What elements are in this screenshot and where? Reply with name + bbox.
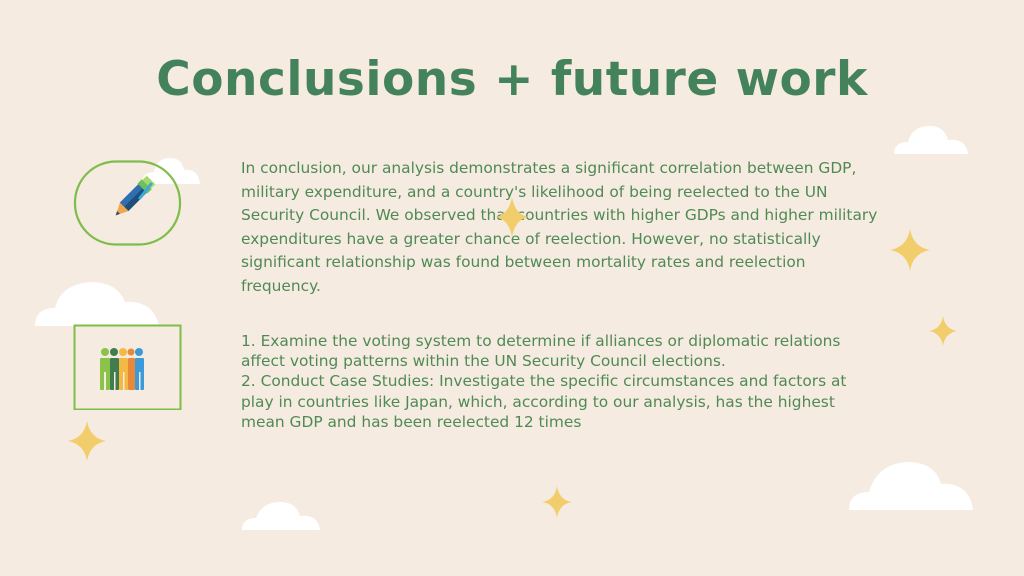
slide-title: Conclusions + future work [156,52,868,107]
cloud-icon [894,126,968,154]
sparkle-icon [68,421,106,461]
sparkle-icon [890,229,930,271]
people-frame [73,324,183,411]
cloud-icon [35,282,159,326]
conclusion-paragraph: In conclusion, our analysis demonstrates… [241,159,878,295]
future-work-item: 2. Conduct Case Studies: Investigate the… [241,372,847,431]
cloud-icon [849,462,973,510]
pencil-icon [73,160,182,246]
future-work-item: 1. Examine the voting system to determin… [241,332,841,371]
future-work-list: 1. Examine the voting system to determin… [241,331,881,432]
cloud-icon [242,502,320,530]
sparkle-icon [496,197,528,237]
sparkle-icon [542,486,572,518]
people-icon [73,324,182,411]
pencil-frame [73,160,183,246]
sparkle-icon [929,316,957,346]
